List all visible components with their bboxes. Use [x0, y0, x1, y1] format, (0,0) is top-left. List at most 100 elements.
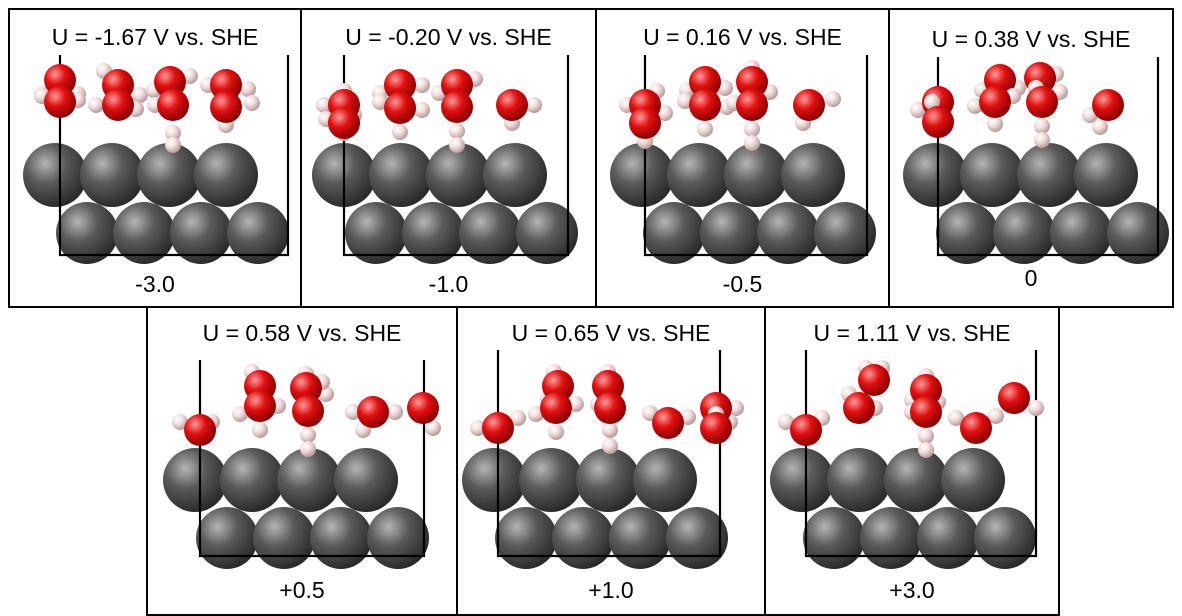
metal-atom	[483, 143, 547, 207]
hydrogen-atom	[910, 102, 926, 118]
metal-atom	[667, 143, 731, 207]
panel-u-0-65: U = 0.65 V vs. SHE +1.0	[456, 306, 766, 616]
hydrogen-atom	[680, 409, 696, 425]
metal-atom	[724, 143, 788, 207]
oxygen-atom	[44, 86, 76, 118]
metal-atom	[936, 202, 998, 264]
oxygen-atom	[384, 92, 416, 124]
hydrogen-atom	[232, 406, 248, 422]
oxygen-atom	[736, 66, 768, 98]
metal-atom	[519, 448, 583, 512]
potential-label: U = 0.58 V vs. SHE	[202, 320, 402, 346]
metal-atom	[462, 448, 526, 512]
oxygen-atom	[652, 407, 684, 439]
hydrogen-atom	[548, 424, 564, 440]
hydrogen-atom	[449, 137, 465, 153]
oxygen-atom	[843, 392, 875, 424]
oxygen-atom	[689, 66, 721, 98]
hydrogen-atom	[918, 442, 934, 458]
metal-atom	[814, 202, 876, 264]
hydrogen-atom	[1028, 400, 1044, 416]
metal-atom	[80, 143, 144, 207]
hydrogen-atom	[165, 137, 181, 153]
hydrogen-atom	[602, 438, 618, 454]
hydrogen-atom	[825, 91, 841, 107]
panel-u-neg-1-67: U = -1.67 V vs. SHE -3.0	[8, 8, 302, 308]
charge-label: +3.0	[889, 577, 935, 603]
hydrogen-atom	[918, 428, 934, 444]
metal-atom	[170, 202, 232, 264]
hydrogen-atom	[252, 422, 268, 438]
interface-structure	[610, 55, 876, 264]
oxygen-atom	[44, 64, 76, 96]
hydrogen-atom	[414, 77, 430, 93]
potential-label: U = 1.11 V vs. SHE	[813, 320, 1011, 346]
metal-atom	[253, 507, 315, 569]
metal-atom	[516, 202, 578, 264]
hydrogen-atom	[182, 68, 198, 84]
metal-atom	[700, 202, 762, 264]
hydrogen-atom	[510, 410, 526, 426]
hydrogen-atom	[924, 94, 940, 110]
oxygen-atom	[496, 89, 528, 121]
potential-label: U = -1.67 V vs. SHE	[51, 24, 259, 50]
metal-atom	[974, 507, 1036, 569]
metal-atom	[633, 448, 697, 512]
hydrogen-atom	[165, 125, 181, 141]
hydrogen-atom	[1092, 119, 1108, 135]
charge-label: +0.5	[279, 577, 325, 603]
oxygen-atom	[998, 382, 1030, 414]
oxygen-atom	[292, 395, 324, 427]
oxygen-atom	[357, 396, 389, 428]
metal-atom	[1074, 143, 1138, 207]
metal-atom	[1017, 143, 1081, 207]
simulation-cell-outline	[936, 57, 1160, 257]
simulation-cell-outline	[643, 55, 869, 257]
hydrogen-atom	[132, 87, 148, 103]
oxygen-atom	[793, 89, 825, 121]
interface-structure	[23, 55, 290, 264]
hydrogen-atom	[728, 400, 744, 416]
metal-atom	[367, 507, 429, 569]
metal-atom	[757, 202, 819, 264]
panel-u-1-11: U = 1.11 V vs. SHE +3.0	[764, 306, 1060, 616]
interface-structure	[163, 360, 441, 569]
metal-atom	[163, 448, 227, 512]
hydrogen-atom	[449, 123, 465, 139]
panel-u-0-38: U = 0.38 V vs. SHE 0	[888, 8, 1174, 308]
hydrogen-atom	[744, 121, 760, 137]
oxygen-atom	[700, 412, 732, 444]
metal-atom	[23, 143, 87, 207]
metal-atom	[1107, 202, 1169, 264]
simulation-cell-outline	[198, 360, 426, 558]
metal-atom	[827, 448, 891, 512]
oxygen-atom	[441, 69, 473, 101]
simulation-cell-outline	[342, 55, 570, 257]
metal-atom	[960, 143, 1024, 207]
hydrogen-atom	[1034, 118, 1050, 134]
interface-structure	[312, 55, 578, 264]
hydrogen-atom	[528, 406, 544, 422]
metal-atom	[770, 448, 834, 512]
metal-atom	[334, 448, 398, 512]
metal-atom	[1050, 202, 1112, 264]
charge-label: -0.5	[722, 271, 763, 297]
oxygen-atom	[244, 390, 276, 422]
oxygen-atom	[960, 412, 992, 444]
interface-structure	[462, 350, 744, 569]
potential-label: U = 0.16 V vs. SHE	[643, 24, 842, 50]
metal-atom	[459, 202, 521, 264]
oxygen-atom	[328, 107, 360, 139]
oxygen-atom	[210, 69, 242, 101]
hydrogen-atom	[988, 408, 1004, 424]
metal-atom	[941, 448, 1005, 512]
charge-label: 0	[1024, 265, 1038, 291]
metal-atom	[227, 202, 289, 264]
metal-atom	[903, 143, 967, 207]
metal-atom	[194, 143, 258, 207]
charge-label: +1.0	[588, 577, 634, 603]
panel-u-0-16: U = 0.16 V vs. SHE -0.5	[595, 8, 890, 308]
oxygen-atom	[858, 364, 890, 396]
metal-atom	[803, 507, 865, 569]
metal-atom	[610, 143, 674, 207]
